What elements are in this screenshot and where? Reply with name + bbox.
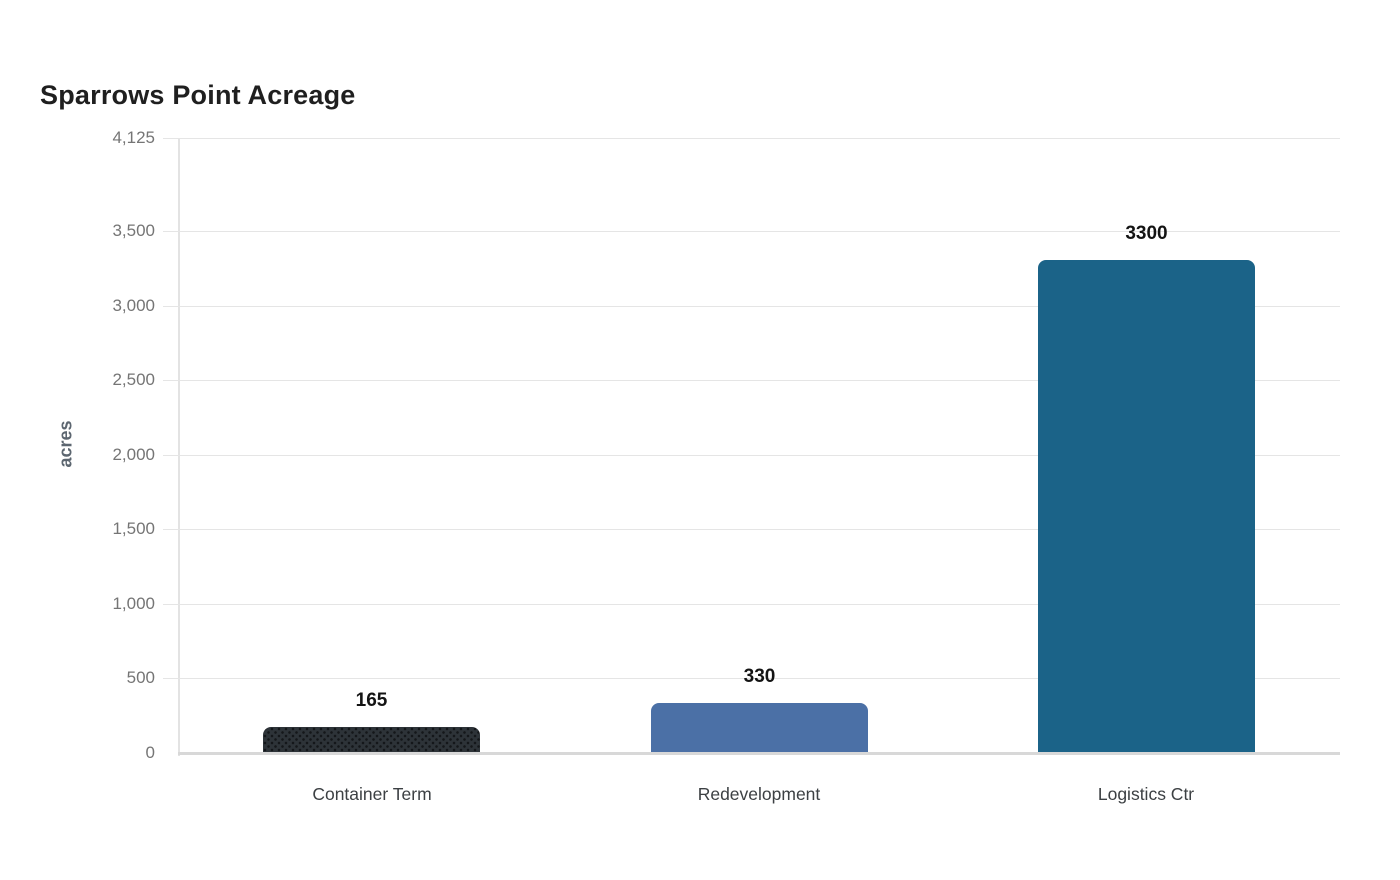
gridline-2500 bbox=[163, 380, 1340, 381]
y-tick-label: 3,500 bbox=[112, 221, 155, 240]
y-tick-label: 1,000 bbox=[112, 594, 155, 613]
plot-area: 165 330 3300 bbox=[163, 138, 1340, 753]
y-tick-label: 2,500 bbox=[112, 370, 155, 389]
y-tick-label: 2,000 bbox=[112, 445, 155, 464]
bar-value-label: 3300 bbox=[1125, 223, 1168, 244]
gridline-2000 bbox=[163, 455, 1340, 456]
gridline-500 bbox=[163, 678, 1340, 679]
gridline-4125 bbox=[163, 138, 1340, 139]
bar-value-label: 330 bbox=[743, 666, 776, 687]
y-tick-label: 500 bbox=[126, 668, 155, 687]
y-tick-label: 4,125 bbox=[112, 128, 155, 147]
gridline-3000 bbox=[163, 306, 1340, 307]
chart-title: Sparrows Point Acreage bbox=[40, 80, 356, 111]
y-tick-label: 3,000 bbox=[112, 296, 155, 315]
bar-redevelopment bbox=[651, 703, 868, 752]
y-tick-label: 1,500 bbox=[112, 519, 155, 538]
x-category-label: Container Term bbox=[312, 784, 432, 804]
bar-container-term bbox=[263, 727, 480, 752]
y-tick-label: 0 bbox=[145, 743, 155, 762]
bar-value-label: 165 bbox=[355, 690, 388, 711]
gridline-1000 bbox=[163, 604, 1340, 605]
bar-logistics-ctr bbox=[1038, 260, 1255, 752]
gridline-3500 bbox=[163, 231, 1340, 232]
x-axis-baseline bbox=[178, 752, 1340, 755]
gridline-1500 bbox=[163, 529, 1340, 530]
y-axis-line bbox=[178, 138, 180, 756]
x-category-label: Redevelopment bbox=[697, 784, 821, 804]
x-category-label: Logistics Ctr bbox=[1097, 784, 1195, 804]
